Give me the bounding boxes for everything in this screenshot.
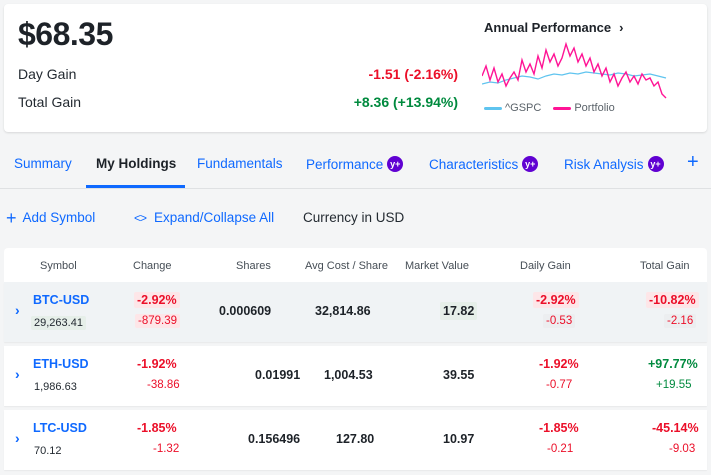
chevron-right-icon[interactable]: › bbox=[15, 366, 20, 382]
annual-performance-title: Annual Performance bbox=[484, 20, 612, 35]
change-percent: -2.92% bbox=[134, 292, 180, 308]
legend-swatch-portfolio bbox=[553, 106, 572, 110]
tab-label: Summary bbox=[14, 156, 72, 171]
tab-summary[interactable]: Summary bbox=[14, 156, 72, 171]
avg-cost-value: 32,814.86 bbox=[315, 304, 371, 318]
yahoo-plus-icon: y+ bbox=[522, 156, 539, 172]
yahoo-plus-icon: y+ bbox=[647, 156, 664, 172]
daily-gain-amount: -0.53 bbox=[543, 314, 576, 328]
daily-gain-percent: -1.92% bbox=[539, 357, 579, 371]
change-percent: -1.92% bbox=[137, 357, 177, 371]
legend-item-portfolio: Portfolio bbox=[553, 102, 615, 114]
total-gain-percent: -10.82% bbox=[646, 292, 699, 308]
total-gain-percent: +97.77% bbox=[648, 357, 698, 371]
tab-label: Fundamentals bbox=[197, 156, 283, 171]
daily-gain-percent: -2.92% bbox=[533, 292, 579, 308]
market-value: 39.55 bbox=[443, 368, 475, 382]
avg-cost-value: 1,004.53 bbox=[324, 368, 373, 382]
tab-label: My Holdings bbox=[96, 156, 177, 171]
column-header-total-gain[interactable]: Total Gain bbox=[640, 260, 690, 272]
daily-gain-amount: -0.21 bbox=[547, 443, 574, 455]
tab-label: Risk Analysis bbox=[564, 156, 644, 172]
portfolio-summary-card: $68.35 Day Gain -1.51 (-2.16%) Total Gai… bbox=[4, 4, 707, 132]
symbol-link[interactable]: BTC-USD bbox=[33, 293, 90, 307]
portfolio-tabs: Summary My Holdings Fundamentals Perform… bbox=[0, 142, 711, 188]
column-header-market-value[interactable]: Market Value bbox=[405, 260, 469, 272]
expand-collapse-icon: <> bbox=[134, 210, 147, 225]
total-gain-value: +8.36 (+13.94%) bbox=[353, 94, 458, 110]
shares-value: 0.000609 bbox=[219, 304, 272, 318]
tab-my-holdings[interactable]: My Holdings bbox=[96, 156, 176, 171]
chevron-right-icon[interactable]: › bbox=[15, 302, 20, 318]
tabs-divider bbox=[0, 188, 711, 189]
total-gain-amount: -2.16 bbox=[664, 314, 697, 328]
portfolio-total-value: $68.35 bbox=[18, 16, 113, 52]
change-percent: -1.85% bbox=[137, 421, 177, 435]
avg-cost-value: 127.80 bbox=[336, 432, 375, 446]
total-gain-label: Total Gain bbox=[18, 94, 82, 110]
currency-label: Currency in USD bbox=[303, 210, 405, 225]
total-gain-amount: -9.03 bbox=[669, 443, 696, 455]
last-price: 1,986.63 bbox=[34, 381, 77, 393]
symbol-link[interactable]: LTC-USD bbox=[33, 421, 87, 435]
market-value: 10.97 bbox=[443, 432, 475, 446]
expand-collapse-label: Expand/Collapse All bbox=[154, 210, 275, 225]
tab-label: Performance bbox=[306, 156, 384, 172]
legend-item-gspc: ^GSPC bbox=[484, 102, 541, 114]
change-amount: -879.39 bbox=[135, 314, 181, 328]
last-price: 70.12 bbox=[34, 445, 62, 457]
tab-label: Characteristics bbox=[429, 156, 519, 172]
daily-gain-amount: -0.77 bbox=[546, 379, 573, 391]
annual-performance-sparkline bbox=[482, 41, 667, 99]
expand-collapse-all-button[interactable]: <> Expand/Collapse All bbox=[134, 210, 274, 225]
day-gain-value: -1.51 (-2.16%) bbox=[368, 66, 458, 82]
change-amount: -38.86 bbox=[147, 379, 180, 391]
annual-performance-link[interactable]: Annual Performance › bbox=[484, 20, 624, 35]
legend-label-portfolio: Portfolio bbox=[574, 102, 615, 114]
tab-characteristics[interactable]: Characteristics y+ bbox=[429, 156, 539, 172]
holdings-toolbar: + Add Symbol <> Expand/Collapse All Curr… bbox=[0, 200, 711, 236]
day-gain-label: Day Gain bbox=[18, 66, 77, 82]
total-gain-amount: +19.55 bbox=[656, 379, 692, 391]
tab-risk-analysis[interactable]: Risk Analysis y+ bbox=[564, 156, 664, 172]
gspc-line bbox=[482, 71, 667, 85]
add-tab-plus-icon[interactable]: + bbox=[687, 151, 699, 173]
legend-label-gspc: ^GSPC bbox=[505, 102, 542, 114]
chevron-right-icon[interactable]: › bbox=[15, 430, 20, 446]
tab-performance[interactable]: Performance y+ bbox=[306, 156, 404, 172]
change-amount: -1.32 bbox=[153, 443, 180, 455]
table-row[interactable]: › ETH-USD 1,986.63 -1.92% -38.86 0.01991… bbox=[4, 346, 707, 406]
column-header-symbol[interactable]: Symbol bbox=[40, 260, 77, 272]
add-symbol-button[interactable]: + Add Symbol bbox=[6, 207, 96, 228]
tab-fundamentals[interactable]: Fundamentals bbox=[197, 156, 283, 171]
symbol-link[interactable]: ETH-USD bbox=[33, 357, 89, 371]
legend-swatch-gspc bbox=[484, 106, 502, 110]
plus-icon: + bbox=[6, 207, 17, 228]
last-price: 29,263.41 bbox=[31, 316, 86, 330]
chevron-right-icon: › bbox=[619, 20, 624, 35]
shares-value: 0.156496 bbox=[248, 432, 301, 446]
total-gain-percent: -45.14% bbox=[652, 421, 699, 435]
chart-legend: ^GSPC Portfolio bbox=[484, 102, 627, 114]
holdings-table: Symbol Change Shares Avg Cost / Share Ma… bbox=[4, 248, 707, 474]
yahoo-plus-icon: y+ bbox=[387, 156, 404, 172]
add-symbol-label: Add Symbol bbox=[22, 210, 96, 225]
column-header-daily-gain[interactable]: Daily Gain bbox=[520, 260, 571, 272]
active-tab-indicator bbox=[86, 185, 185, 188]
table-header: Symbol Change Shares Avg Cost / Share Ma… bbox=[4, 248, 707, 282]
column-header-shares[interactable]: Shares bbox=[236, 260, 271, 272]
table-row[interactable]: › BTC-USD 29,263.41 -2.92% -879.39 0.000… bbox=[4, 282, 707, 342]
column-header-avg-cost[interactable]: Avg Cost / Share bbox=[305, 260, 388, 272]
market-value: 17.82 bbox=[440, 302, 478, 320]
portfolio-line bbox=[482, 41, 667, 99]
shares-value: 0.01991 bbox=[255, 368, 301, 382]
daily-gain-percent: -1.85% bbox=[539, 421, 579, 435]
table-row[interactable]: › LTC-USD 70.12 -1.85% -1.32 0.156496 12… bbox=[4, 410, 707, 470]
column-header-change[interactable]: Change bbox=[133, 260, 172, 272]
